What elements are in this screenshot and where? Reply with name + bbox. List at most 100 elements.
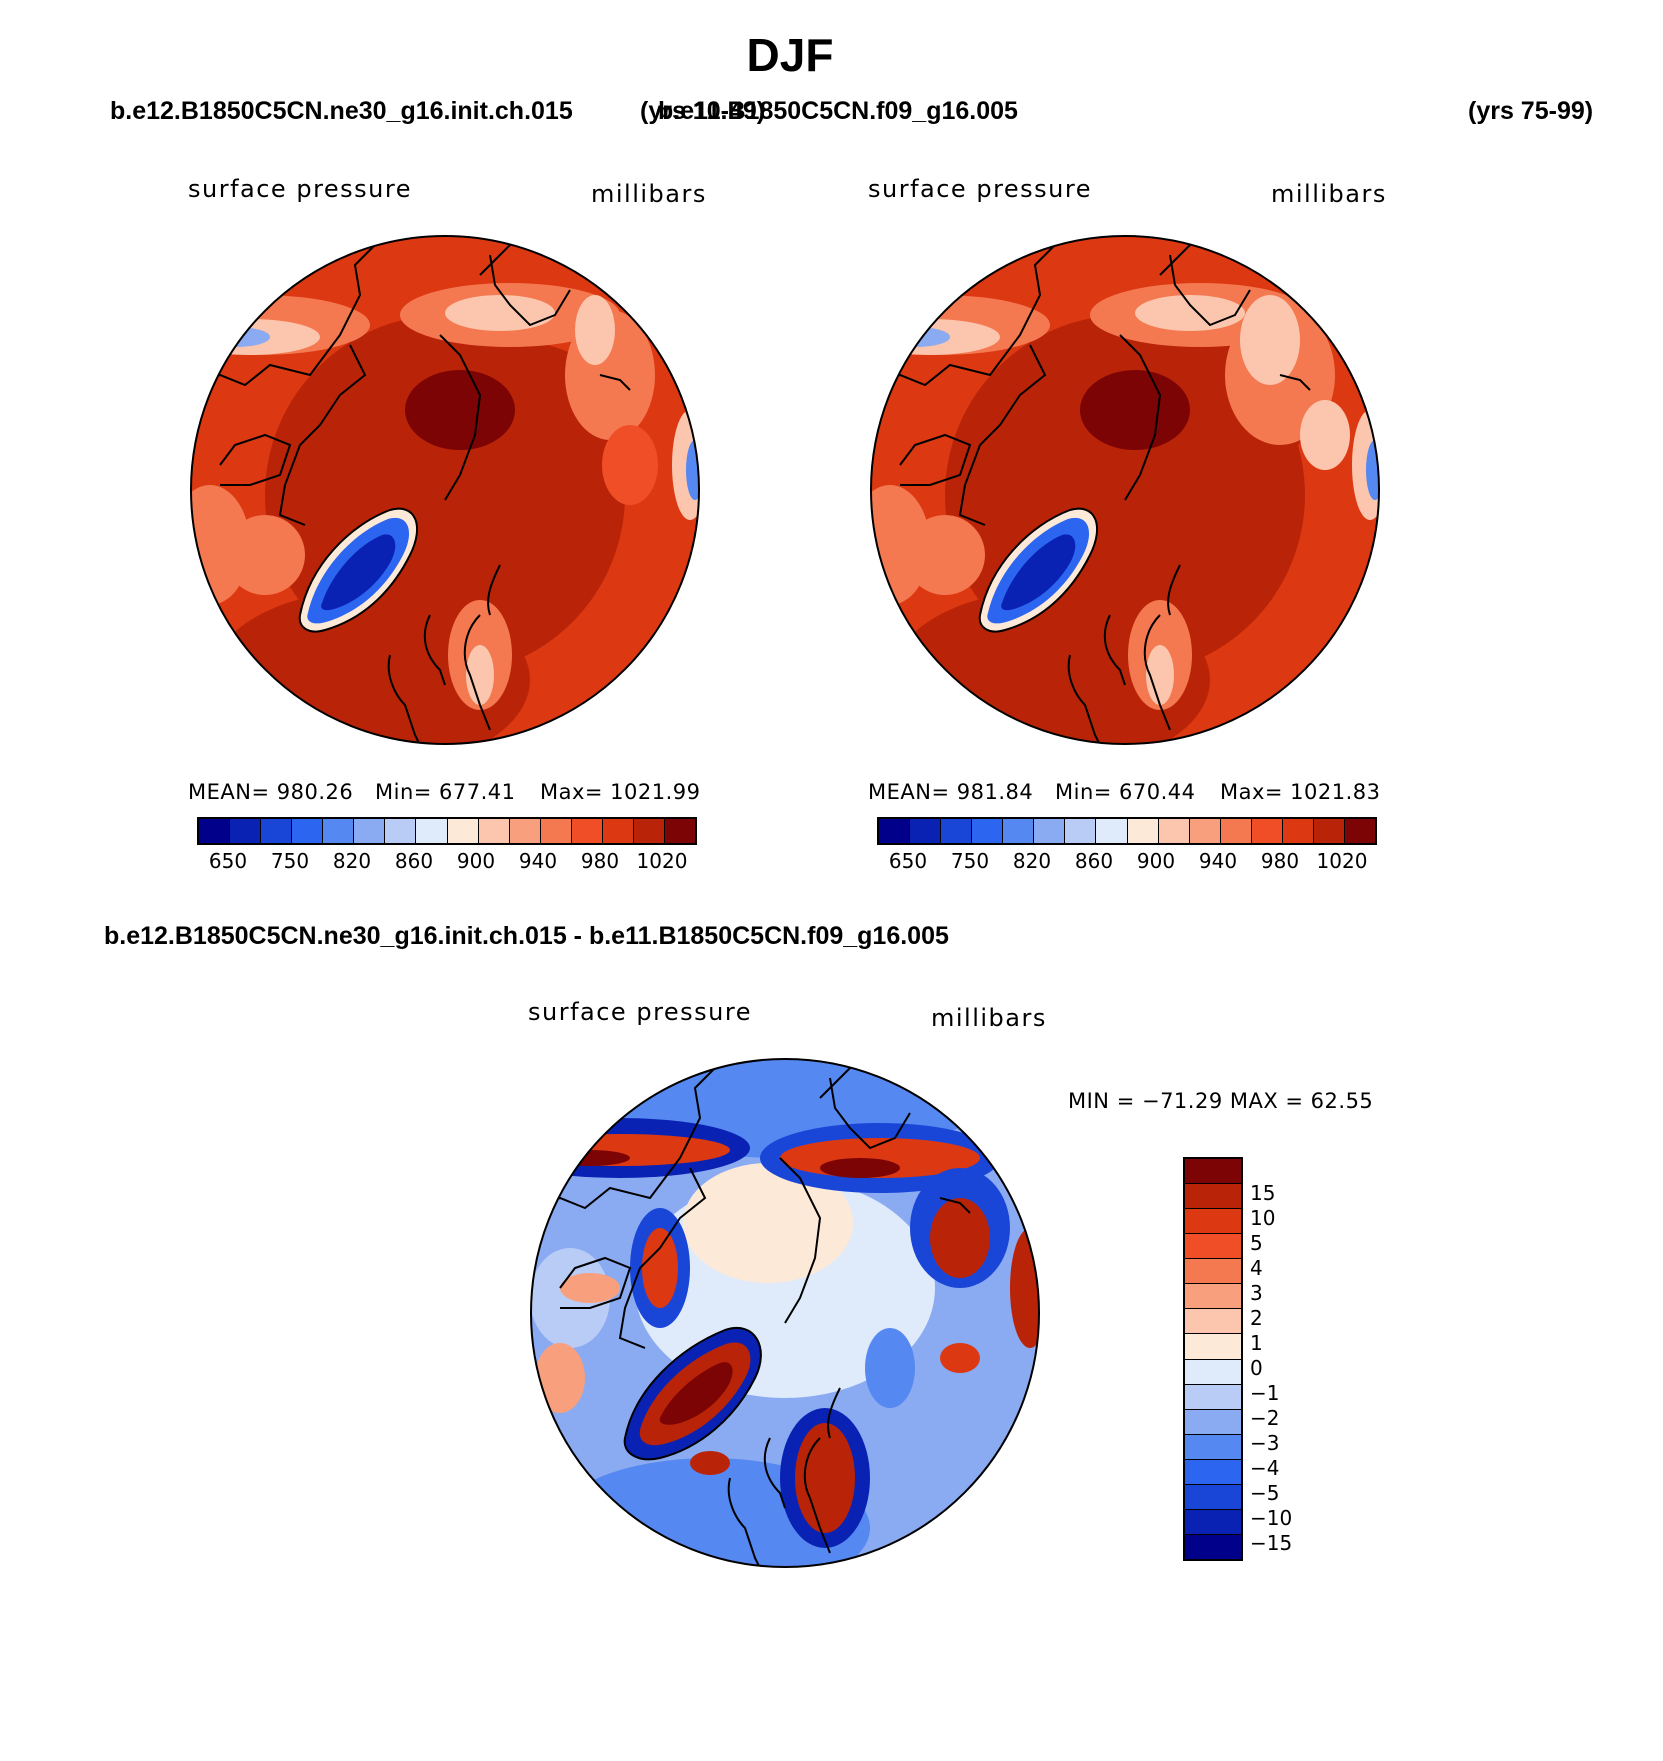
colorbar-swatch (1185, 1409, 1241, 1435)
colorbar-swatch (1189, 819, 1221, 843)
colorbar-tick-label: 1020 (636, 849, 688, 873)
panel2-mean: MEAN= 981.84 (868, 780, 1034, 804)
colorbar-tick-label: −2 (1250, 1406, 1280, 1430)
colorbar-swatch (1158, 819, 1190, 843)
colorbar-swatch (910, 819, 942, 843)
colorbar-tick-label: 900 (456, 849, 496, 873)
colorbar-swatch (1220, 819, 1252, 843)
colorbar-tick-label: −3 (1250, 1431, 1280, 1455)
colorbar-swatch (1251, 819, 1283, 843)
diff-units: millibars (931, 1004, 1047, 1032)
colorbar-tick-label: 750 (950, 849, 990, 873)
colorbar-swatch (540, 819, 572, 843)
colorbar-tick-label: 2 (1250, 1306, 1263, 1330)
panel2-max: Max= 1021.83 (1220, 780, 1381, 804)
panel1-max: Max= 1021.99 (540, 780, 701, 804)
colorbar-swatch (416, 819, 448, 843)
colorbar-swatch (1065, 819, 1097, 843)
colorbar-tick-label: 860 (394, 849, 434, 873)
colorbar-swatch (879, 819, 911, 843)
colorbar-tick-label: 5 (1250, 1231, 1263, 1255)
colorbar-tick-label: 750 (270, 849, 310, 873)
colorbar-swatch (602, 819, 634, 843)
case2-name: b.e11.B1850C5CN.f09_g16.005 (658, 97, 1018, 125)
colorbar-tick-label: 980 (580, 849, 620, 873)
colorbar-swatch (230, 819, 262, 843)
diff-variable: surface pressure (528, 998, 752, 1026)
colorbar-swatch (1185, 1459, 1241, 1485)
panel1-units: millibars (591, 180, 707, 208)
colorbar-swatch (1313, 819, 1345, 843)
colorbar-swatch (1185, 1309, 1241, 1335)
panel1-min: Min= 677.41 (375, 780, 516, 804)
colorbar-swatch (1185, 1384, 1241, 1410)
figure-title: DJF (746, 29, 834, 81)
colorbar-tick-label: 860 (1074, 849, 1114, 873)
colorbar-swatch (1185, 1509, 1241, 1535)
colorbar-swatch (1185, 1234, 1241, 1260)
colorbar-swatch (1034, 819, 1066, 843)
colorbar-swatch (292, 819, 324, 843)
colorbar-tick-label: −4 (1250, 1456, 1280, 1480)
colorbar-swatch (447, 819, 479, 843)
diff-minmax: MIN = −71.29 MAX = 62.55 (1068, 1089, 1374, 1113)
panel2-min: Min= 670.44 (1055, 780, 1196, 804)
panel1-mean: MEAN= 980.26 (188, 780, 354, 804)
diff-colorbar (1183, 1157, 1243, 1561)
colorbar-swatch (1344, 819, 1375, 843)
colorbar-tick-label: 3 (1250, 1281, 1263, 1305)
panel2-units: millibars (1271, 180, 1387, 208)
colorbar-swatch (385, 819, 417, 843)
colorbar-tick-label: 4 (1250, 1256, 1263, 1280)
panel1-colorbar (197, 817, 697, 845)
case2-years: (yrs 75-99) (1468, 97, 1594, 125)
diff-map (530, 1058, 1040, 1568)
colorbar-swatch (509, 819, 541, 843)
panel1-variable: surface pressure (188, 175, 412, 203)
colorbar-tick-label: 1 (1250, 1331, 1263, 1355)
colorbar-tick-label: 0 (1250, 1356, 1263, 1380)
colorbar-swatch (1185, 1434, 1241, 1460)
panel2-map (870, 235, 1380, 745)
colorbar-tick-label: −5 (1250, 1481, 1280, 1505)
colorbar-swatch (941, 819, 973, 843)
colorbar-swatch (1185, 1209, 1241, 1235)
colorbar-swatch (1096, 819, 1128, 843)
colorbar-swatch (1185, 1534, 1241, 1559)
colorbar-tick-label: 940 (518, 849, 558, 873)
colorbar-swatch (1185, 1159, 1241, 1185)
colorbar-swatch (1185, 1184, 1241, 1210)
colorbar-tick-label: −10 (1250, 1506, 1293, 1530)
case1-years: (yrs 10-49) (640, 97, 766, 125)
colorbar-tick-label: 10 (1250, 1206, 1276, 1230)
colorbar-tick-label: −1 (1250, 1381, 1280, 1405)
colorbar-tick-label: 980 (1260, 849, 1300, 873)
colorbar-swatch (323, 819, 355, 843)
colorbar-swatch (478, 819, 510, 843)
colorbar-swatch (1282, 819, 1314, 843)
case1-name: b.e12.B1850C5CN.ne30_g16.init.ch.015 (110, 97, 573, 125)
colorbar-swatch (1185, 1259, 1241, 1285)
colorbar-swatch (1127, 819, 1159, 843)
colorbar-tick-label: 900 (1136, 849, 1176, 873)
colorbar-tick-label: 650 (888, 849, 928, 873)
colorbar-tick-label: 15 (1250, 1181, 1276, 1205)
colorbar-swatch (354, 819, 386, 843)
panel1-map (190, 235, 700, 745)
colorbar-swatch (199, 819, 231, 843)
panel2-variable: surface pressure (868, 175, 1092, 203)
panel2-colorbar (877, 817, 1377, 845)
colorbar-swatch (571, 819, 603, 843)
colorbar-tick-label: −15 (1250, 1531, 1293, 1555)
colorbar-swatch (1185, 1334, 1241, 1360)
colorbar-tick-label: 940 (1198, 849, 1238, 873)
colorbar-swatch (633, 819, 665, 843)
colorbar-swatch (1185, 1484, 1241, 1510)
colorbar-tick-label: 650 (208, 849, 248, 873)
colorbar-swatch (1185, 1359, 1241, 1385)
colorbar-tick-label: 1020 (1316, 849, 1368, 873)
diff-title: b.e12.B1850C5CN.ne30_g16.init.ch.015 - b… (104, 922, 949, 950)
colorbar-swatch (1003, 819, 1035, 843)
colorbar-swatch (664, 819, 695, 843)
colorbar-tick-label: 820 (1012, 849, 1052, 873)
